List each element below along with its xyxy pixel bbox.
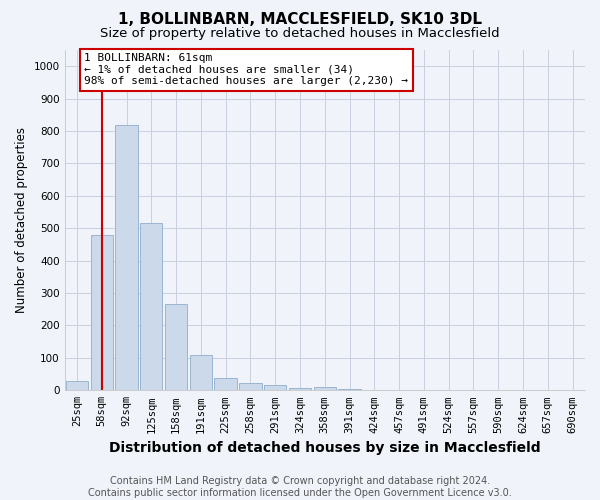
Bar <box>338 388 361 390</box>
Text: Contains HM Land Registry data © Crown copyright and database right 2024.
Contai: Contains HM Land Registry data © Crown c… <box>88 476 512 498</box>
Bar <box>91 234 113 390</box>
Bar <box>190 354 212 390</box>
Bar <box>289 388 311 390</box>
Bar <box>66 380 88 390</box>
Y-axis label: Number of detached properties: Number of detached properties <box>15 127 28 313</box>
Text: 1, BOLLINBARN, MACCLESFIELD, SK10 3DL: 1, BOLLINBARN, MACCLESFIELD, SK10 3DL <box>118 12 482 28</box>
Bar <box>264 386 286 390</box>
Bar <box>140 224 163 390</box>
Bar <box>214 378 237 390</box>
X-axis label: Distribution of detached houses by size in Macclesfield: Distribution of detached houses by size … <box>109 441 541 455</box>
Bar <box>165 304 187 390</box>
Bar <box>314 387 336 390</box>
Text: 1 BOLLINBARN: 61sqm
← 1% of detached houses are smaller (34)
98% of semi-detache: 1 BOLLINBARN: 61sqm ← 1% of detached hou… <box>85 53 409 86</box>
Text: Size of property relative to detached houses in Macclesfield: Size of property relative to detached ho… <box>100 28 500 40</box>
Bar <box>239 383 262 390</box>
Bar <box>115 124 137 390</box>
